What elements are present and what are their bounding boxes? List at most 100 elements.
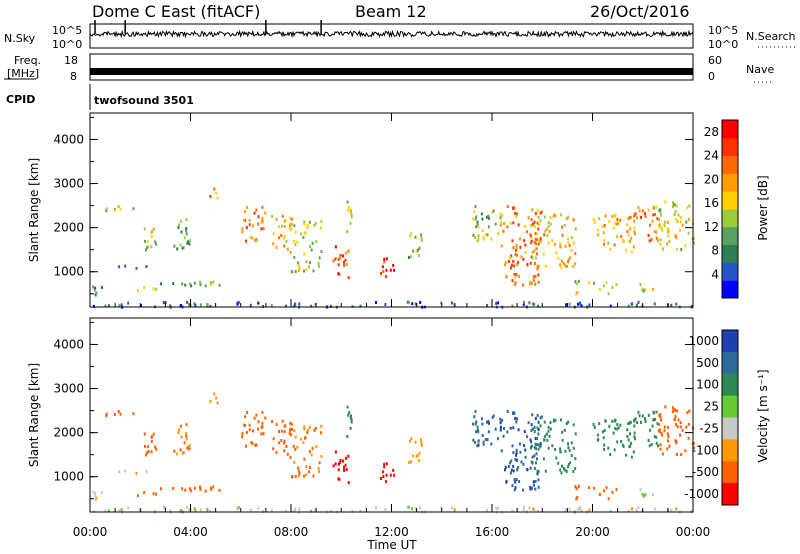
power-colorbar-label: Power [dB] [756,175,770,240]
data-cell [147,245,150,249]
data-cell [152,492,155,496]
data-cell [574,485,577,489]
data-cell [272,232,275,236]
data-cell [501,418,504,422]
xtick-label: 16:00 [475,525,510,539]
data-cell [534,212,537,216]
data-cell [559,418,562,422]
data-cell [306,223,309,227]
data-cell [674,439,677,443]
data-cell [536,457,538,461]
data-cell [519,237,521,241]
data-cell [536,209,539,212]
data-cell [547,241,550,245]
data-cell [688,409,691,413]
data-cell [176,247,179,251]
data-cell [349,211,352,215]
data-cell [661,452,664,456]
data-cell [146,240,149,244]
data-cell [630,236,633,240]
data-cell [296,240,299,244]
data-cell [536,221,539,225]
data-cell [567,260,570,264]
data-cell [601,430,604,434]
data-cell [350,209,352,213]
data-cell [536,472,539,476]
data-cell [345,263,348,266]
data-cell [183,441,186,445]
data-cell [482,235,485,239]
data-cell [406,505,409,509]
data-cell [250,236,253,239]
data-cell [633,213,636,217]
data-cell [384,275,387,279]
data-cell [537,242,540,246]
data-cell [308,466,311,469]
data-cell [308,245,311,248]
data-cell [577,507,580,511]
data-cell [305,473,308,477]
data-cell [298,507,301,511]
data-cell [407,256,410,259]
data-cell [261,205,264,209]
data-cell [534,479,537,483]
data-cell [693,446,695,450]
ytick-label: 1000 [53,470,84,484]
data-cell [304,231,307,235]
data-cell [612,431,615,435]
data-cell [514,480,517,484]
data-cell [293,224,296,228]
data-cell [633,230,636,234]
data-cell [257,427,259,431]
data-cell [294,507,297,511]
data-cell [346,405,349,409]
data-cell [487,430,490,434]
data-cell [105,209,108,213]
data-cell [593,486,596,490]
data-cell [144,444,146,448]
data-cell [567,442,569,446]
data-cell [152,227,155,231]
data-cell [633,226,636,230]
data-cell [536,414,539,417]
data-cell [383,260,386,264]
data-cell [647,234,650,237]
data-cell [567,446,570,450]
data-cell [510,468,513,472]
data-cell [658,218,660,222]
data-cell [241,227,244,231]
data-cell [476,425,479,429]
data-cell [486,508,488,512]
data-cell [655,205,658,209]
data-cell [507,465,510,468]
data-cell [252,224,254,228]
data-cell [209,304,212,308]
data-cell [278,430,280,433]
data-cell [601,225,604,229]
data-cell [630,441,633,445]
data-cell [533,225,536,229]
data-cell [518,480,521,484]
data-cell [523,225,526,228]
data-cell [412,454,415,458]
data-cell [474,410,477,414]
data-cell [416,453,419,457]
data-cell [179,243,182,247]
data-cell [178,428,180,432]
data-cell [570,441,573,445]
data-cell [475,215,478,219]
data-cell [173,244,176,248]
data-cell [514,486,517,490]
data-cell [334,450,337,454]
data-cell [280,234,283,237]
data-cell [210,282,213,286]
data-cell [384,480,387,484]
power-yaxis: 1000 2000 3000 4000 [53,116,693,295]
data-cell [559,245,562,249]
data-cell [684,449,687,453]
data-cell [152,287,155,291]
data-cell [560,266,563,270]
data-cell [679,216,682,220]
data-cell [546,438,549,442]
data-cell [194,508,197,512]
